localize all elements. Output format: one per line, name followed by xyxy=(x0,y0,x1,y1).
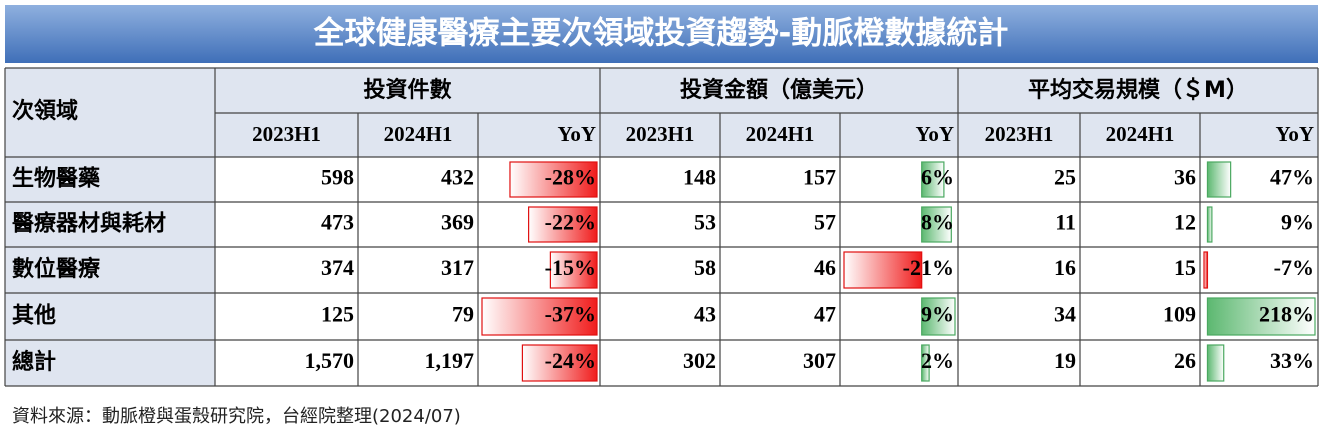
cell-value: 109 xyxy=(1163,302,1196,327)
cell-value: 148 xyxy=(683,165,716,190)
yoy-value: -21% xyxy=(903,255,954,280)
cell-value: 11 xyxy=(1055,210,1076,235)
source: 資料來源：動脈橙與蛋殼研究院，台經院整理(2024/07) xyxy=(12,406,461,427)
yoy-value: 6% xyxy=(921,165,954,190)
cell-value: 57 xyxy=(814,210,836,235)
cell-value: 79 xyxy=(452,302,474,327)
yoy-value: -7% xyxy=(1274,255,1314,280)
row-label: 其他 xyxy=(12,304,56,329)
cell-value: 317 xyxy=(441,255,474,280)
row-label: 總計 xyxy=(12,349,56,375)
subcolumn-header: YoY xyxy=(915,122,954,146)
data-bar xyxy=(1206,206,1213,243)
subcolumn-header: YoY xyxy=(557,122,596,146)
data-bar xyxy=(921,297,956,336)
yoy-value: 9% xyxy=(1281,210,1314,235)
cell-value: 25 xyxy=(1054,165,1076,190)
corner-header: 次領域 xyxy=(12,98,78,124)
cell-value: 34 xyxy=(1054,302,1076,327)
yoy-value: 218% xyxy=(1259,302,1314,327)
cell-value: 47 xyxy=(814,302,836,327)
title: 全球健康醫療主要次領域投資趨勢-動脈橙數據統計 xyxy=(313,16,1009,52)
cell-value: 369 xyxy=(441,210,474,235)
subcolumn-header: 2024H1 xyxy=(1106,122,1175,146)
subcolumn-header: 2023H1 xyxy=(252,122,321,146)
yoy-value: -28% xyxy=(545,165,596,190)
subcolumn-header: 2024H1 xyxy=(746,122,815,146)
data-bar xyxy=(528,206,598,243)
yoy-value: -22% xyxy=(545,210,596,235)
subcolumn-header: YoY xyxy=(1275,122,1314,146)
data-bar xyxy=(1206,344,1225,382)
group-header: 平均交易規模（＄M） xyxy=(1028,77,1248,103)
cell-value: 1,570 xyxy=(305,348,355,373)
data-bar xyxy=(921,161,945,198)
data-bar xyxy=(549,251,598,289)
cell-value: 19 xyxy=(1054,348,1076,373)
cell-value: 374 xyxy=(321,255,354,280)
group-header: 投資金額（億美元） xyxy=(680,77,878,103)
data-bar xyxy=(1206,161,1232,198)
cell-value: 26 xyxy=(1174,348,1196,373)
cell-value: 36 xyxy=(1174,165,1196,190)
cell-value: 598 xyxy=(321,165,354,190)
row-header-bg xyxy=(5,157,215,386)
cell-value: 15 xyxy=(1174,255,1196,280)
cell-value: 125 xyxy=(321,302,354,327)
cell-value: 16 xyxy=(1054,255,1076,280)
data-bar xyxy=(1206,297,1316,336)
row-label: 醫療器材與耗材 xyxy=(12,211,166,237)
data-bar xyxy=(1203,251,1209,289)
cell-value: 12 xyxy=(1174,210,1196,235)
cell-value: 1,197 xyxy=(425,348,475,373)
data-bar xyxy=(481,297,598,336)
cell-value: 432 xyxy=(441,165,474,190)
cell-value: 46 xyxy=(814,255,836,280)
data-bar xyxy=(921,206,952,243)
yoy-value: 47% xyxy=(1270,165,1314,190)
yoy-value: 33% xyxy=(1270,348,1314,373)
yoy-value: 9% xyxy=(921,302,954,327)
cell-value: 157 xyxy=(803,165,836,190)
row-label: 數位醫療 xyxy=(12,256,100,282)
yoy-value: 2% xyxy=(921,348,954,373)
cell-value: 58 xyxy=(694,255,716,280)
subcolumn-header: 2023H1 xyxy=(626,122,695,146)
subcolumn-header: 2024H1 xyxy=(384,122,453,146)
data-bar xyxy=(921,344,930,382)
data-bar xyxy=(843,251,923,289)
yoy-value: 8% xyxy=(921,210,954,235)
row-label: 生物醫藥 xyxy=(12,166,101,192)
data-bar xyxy=(521,344,598,382)
group-header: 投資件數 xyxy=(363,77,451,103)
yoy-value: -24% xyxy=(545,348,596,373)
data-bar xyxy=(509,161,598,198)
cell-value: 307 xyxy=(803,348,836,373)
cell-value: 302 xyxy=(683,348,716,373)
cell-value: 53 xyxy=(694,210,716,235)
subcolumn-header: 2023H1 xyxy=(985,122,1054,146)
yoy-value: -15% xyxy=(545,255,596,280)
cell-value: 43 xyxy=(694,302,716,327)
yoy-value: -37% xyxy=(545,302,596,327)
title-bar xyxy=(5,5,1318,63)
cell-value: 473 xyxy=(321,210,354,235)
